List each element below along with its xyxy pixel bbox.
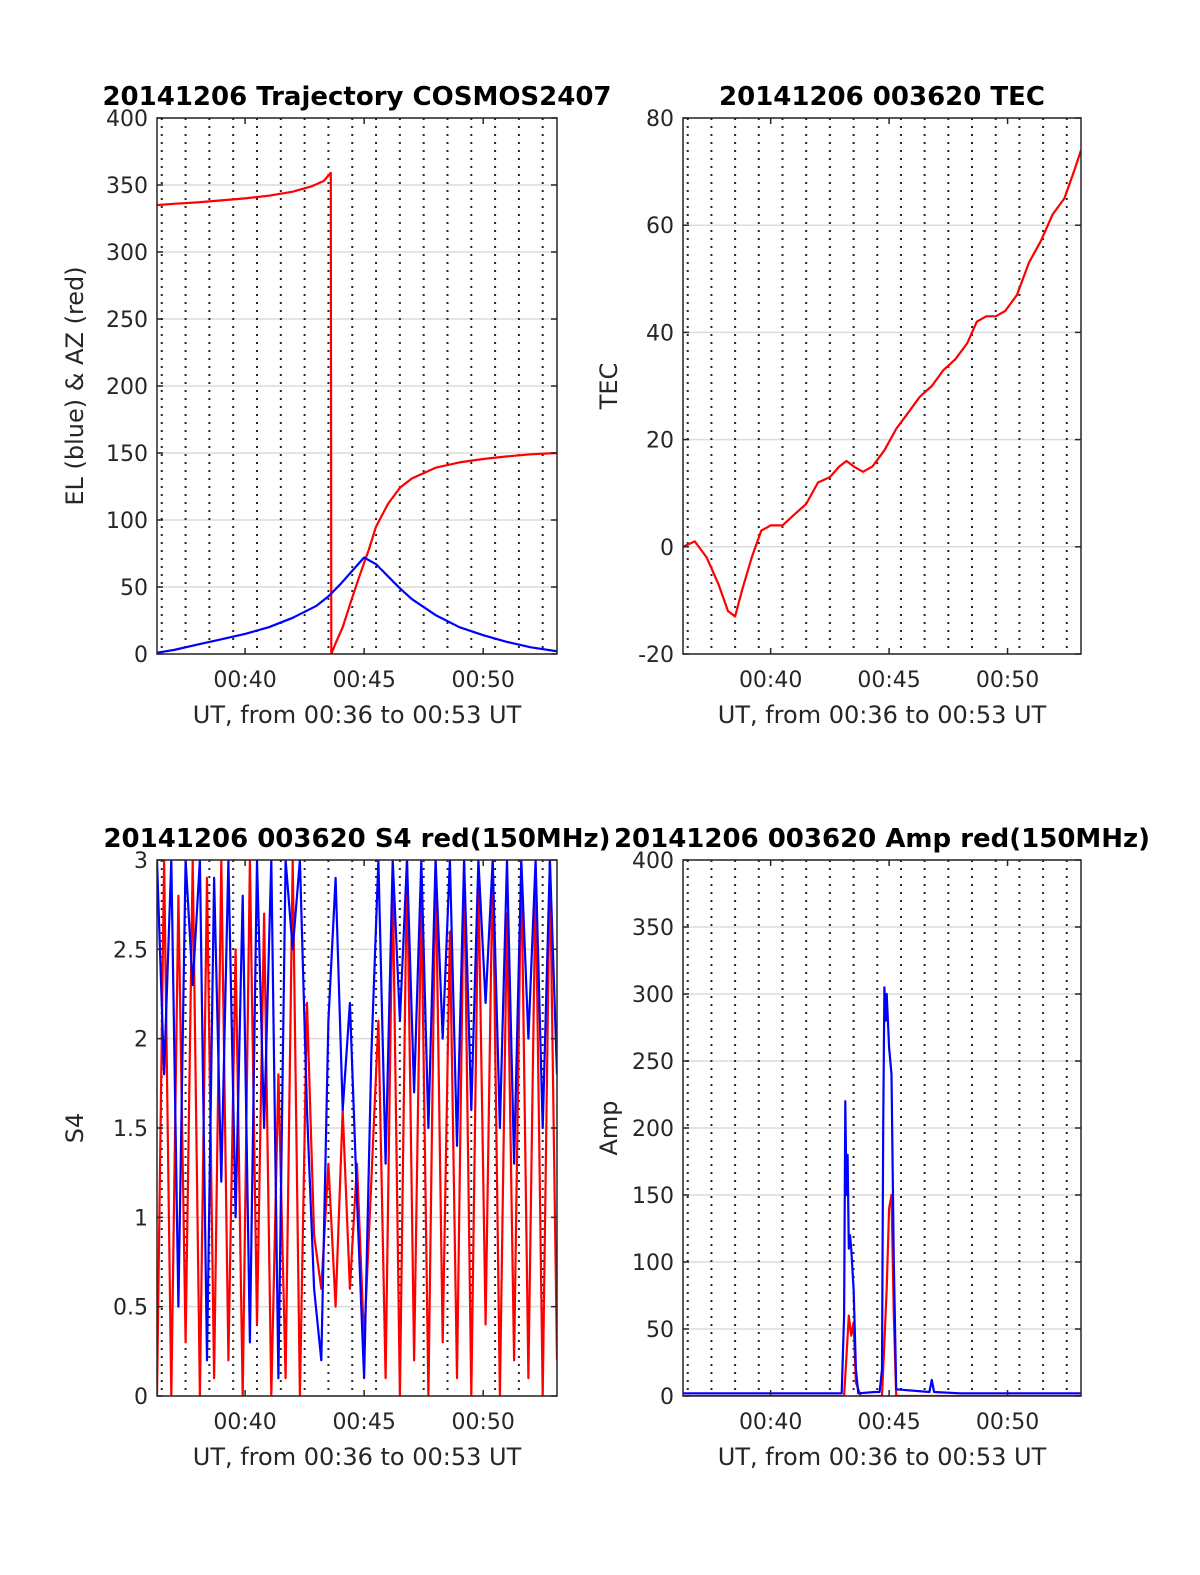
s4-panel: 0 0.5 1 1.5 2 2.5 3 00:40 00:45 00:50 20141206 003… [61, 824, 611, 1471]
y-axis-label: EL (blue) & AZ (red) [61, 266, 89, 505]
chart-title: 20141206 Trajectory COSMOS2407 [102, 82, 611, 112]
y-tick-label: 2.5 [113, 938, 148, 963]
x-tick-label: 00:40 [739, 668, 802, 693]
y-tick-label: 400 [106, 107, 148, 132]
series-line [157, 860, 557, 1380]
y-tick-label: 300 [106, 241, 148, 266]
y-tick-label: 150 [106, 442, 148, 467]
x-tick-label: 00:40 [213, 1410, 276, 1435]
y-tick-label: 150 [632, 1184, 674, 1209]
y-tick-label: 250 [632, 1050, 674, 1075]
y-tick-label: 200 [106, 375, 148, 400]
tec-panel: -20 0 20 40 60 80 00:40 00:45 00:50 20141206 0036… [595, 82, 1082, 729]
y-tick-label: 3 [134, 849, 148, 874]
y-tick-label: 0.5 [113, 1296, 148, 1321]
x-tick-label: 00:40 [213, 668, 276, 693]
y-tick-label: 0 [134, 1385, 148, 1410]
x-tick-label: 00:50 [976, 668, 1039, 693]
chart-title: 20141206 003620 TEC [719, 82, 1045, 112]
chart-title: 20141206 003620 Amp red(150MHz) [614, 824, 1150, 854]
y-tick-label: 1.5 [113, 1117, 148, 1142]
y-tick-label: 350 [632, 916, 674, 941]
series-line [157, 556, 557, 654]
y-tick-label: 80 [646, 107, 674, 132]
x-tick-label: 00:45 [857, 668, 920, 693]
y-tick-label: 2 [134, 1028, 148, 1053]
y-tick-label: 200 [632, 1117, 674, 1142]
chart-title: 20141206 003620 S4 red(150MHz) [103, 824, 610, 854]
y-tick-label: 100 [632, 1251, 674, 1276]
x-tick-label: 00:50 [451, 1410, 514, 1435]
y-tick-label: 50 [646, 1318, 674, 1343]
y-tick-label: 350 [106, 174, 148, 199]
x-tick-label: 00:45 [332, 1410, 395, 1435]
series-line [683, 986, 1081, 1395]
y-tick-label: 50 [120, 576, 148, 601]
y-tick-label: 60 [646, 214, 674, 239]
x-tick-label: 00:45 [857, 1410, 920, 1435]
y-axis-label: TEC [595, 363, 623, 411]
y-tick-label: 1 [134, 1206, 148, 1231]
y-tick-label: 300 [632, 983, 674, 1008]
x-axis-label: UT, from 00:36 to 00:53 UT [718, 1443, 1047, 1471]
series-line [683, 1193, 1081, 1396]
y-axis-label: Amp [595, 1100, 623, 1155]
x-axis-label: UT, from 00:36 to 00:53 UT [193, 701, 522, 729]
y-tick-label: 0 [660, 1385, 674, 1410]
y-tick-label: 20 [646, 429, 674, 454]
trajectory-panel: 0 50 100 150 200 250 300 350 400 00:40 00:45 00:50 2… [61, 82, 612, 729]
series-line [157, 171, 557, 654]
x-tick-label: 00:45 [332, 668, 395, 693]
y-axis-label: S4 [61, 1113, 89, 1144]
y-tick-label: 400 [632, 849, 674, 874]
y-tick-label: 250 [106, 308, 148, 333]
y-tick-label: 100 [106, 509, 148, 534]
y-tick-label: 0 [134, 643, 148, 668]
y-tick-label: -20 [638, 643, 674, 668]
amp-panel: 0 50 100 150 200 250 300 350 400 00:40 00:45 00:50 2… [595, 824, 1150, 1471]
x-axis-label: UT, from 00:36 to 00:53 UT [193, 1443, 522, 1471]
y-tick-label: 40 [646, 321, 674, 346]
y-tick-label: 0 [660, 536, 674, 561]
x-tick-label: 00:50 [976, 1410, 1039, 1435]
x-tick-label: 00:40 [739, 1410, 802, 1435]
axes-box [682, 117, 1082, 655]
x-axis-label: UT, from 00:36 to 00:53 UT [718, 701, 1047, 729]
x-tick-label: 00:50 [451, 668, 514, 693]
series-line [683, 149, 1081, 618]
